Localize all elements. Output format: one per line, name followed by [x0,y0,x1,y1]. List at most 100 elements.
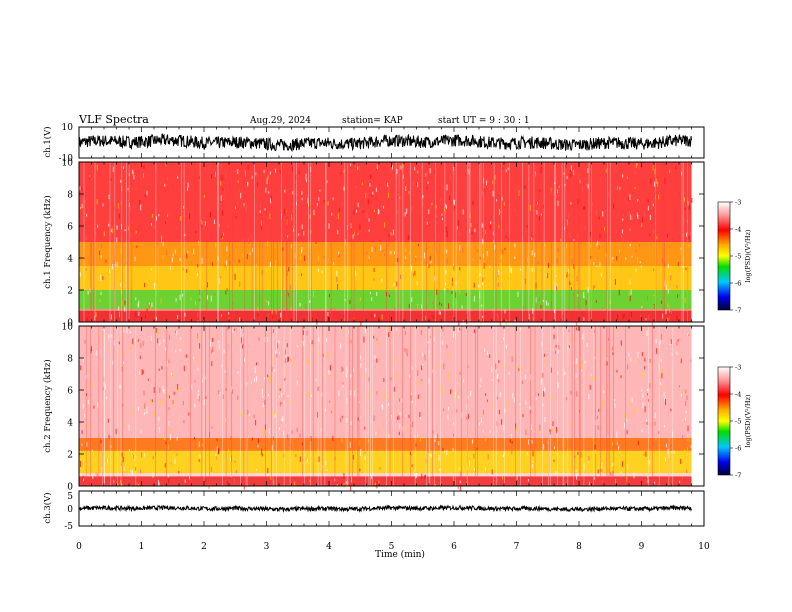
spectrogram-speck [144,194,146,197]
spectrogram-speck [179,430,180,434]
spectrogram-speck [498,269,500,276]
spectrogram-speck [274,369,276,372]
chart-title: VLF Spectra [78,113,149,126]
spectrogram-speck [570,202,572,205]
spectrogram-speck [350,340,352,344]
spectrogram-speck [653,304,655,309]
spectrogram-speck [131,220,133,225]
spectrogram-speck [291,244,292,249]
spectrogram-speck [223,189,225,193]
spectrogram-speck [664,178,666,184]
spectrogram-speck [309,485,311,491]
spectrogram-speck [214,219,215,225]
spectrogram-speck [305,179,307,183]
spectrogram-speck [242,344,244,349]
spectrogram-speck [257,306,259,312]
spectrogram-speck [629,228,631,232]
spectrogram-speck [328,223,330,229]
spectrogram-speck [159,427,161,433]
spectrogram-speck [156,240,158,246]
spectrogram-speck [466,416,468,420]
spectrogram-band [79,162,692,242]
spectrogram-speck [329,400,331,404]
spectrogram-speck [268,191,270,194]
spectrogram-speck [400,165,402,170]
spectrogram-speck [253,414,255,419]
spectrogram-speck [83,478,85,481]
spectrogram-speck [214,458,216,463]
spectrogram-speck [616,431,618,438]
spectrogram-speck [287,356,289,363]
spectrogram-speck [171,401,173,406]
spectrogram-speck [130,232,132,239]
spectrogram-speck [296,427,298,433]
spectrogram-speck [428,209,430,215]
spectrogram-speck [277,383,279,389]
spectrogram-speck [408,304,410,309]
spectrogram-speck [381,404,383,410]
spectrogram-speck [496,477,498,483]
spectrogram-speck [686,395,688,401]
spectrogram-speck [146,410,148,414]
spectrogram-speck [118,341,120,345]
spectrogram-speck [644,406,646,413]
ch2-spectrogram-image [79,325,704,492]
spectrogram-speck [460,471,462,477]
spectrogram-speck [399,398,401,402]
spectrogram-speck [484,230,486,234]
spectrogram-speck [370,174,372,179]
spectrogram-speck [261,226,263,230]
spectrogram-speck [350,374,352,378]
spectrogram-speck [571,258,573,265]
spectrogram-speck [510,265,512,268]
spectrogram-speck [469,460,471,467]
spectrogram-speck [412,272,414,277]
spectrogram-speck [575,372,577,378]
spectrogram-speck [654,481,656,486]
spectrogram-speck [300,255,302,261]
spectrogram-speck [690,232,692,236]
spectrogram-speck [367,405,369,410]
spectrogram-speck [381,249,383,252]
spectrogram-speck [210,212,211,218]
spectrogram-speck [390,232,392,236]
spectrogram-speck [257,313,259,317]
spectrogram-speck [629,243,631,247]
spectrogram-speck [81,203,83,209]
spectrogram-speck [364,456,366,460]
spectrogram-speck [373,267,375,273]
spectrogram-speck [344,239,346,246]
spectrogram-speck [680,393,682,398]
spectrogram-speck [576,391,578,397]
spectrogram-speck [343,314,345,318]
spectrogram-speck [417,394,419,399]
spectrogram-speck [261,388,263,395]
spectrogram-speck [614,168,616,173]
spectrogram-speck [519,402,521,406]
spectrogram-speck [377,208,379,215]
spectrogram-speck [612,352,614,355]
spectrogram-speck [172,253,174,257]
spectrogram-speck [357,417,359,421]
spectrogram-speck [437,363,439,367]
freq-ticklabel: 8 [67,191,73,201]
spectrogram-speck [285,354,287,358]
spectrogram-speck [388,331,390,337]
freq-ticklabel: 0 [67,319,73,329]
spectrogram-speck [417,182,419,188]
spectrogram-speck [624,422,625,429]
spectrogram-speck [112,263,114,270]
spectrogram-speck [503,202,505,206]
spectrogram-speck [427,263,429,267]
spectrogram-speck [292,191,294,195]
spectrogram-speck [100,255,102,259]
spectrogram-speck [639,261,641,264]
spectrogram-speck [107,418,109,423]
spectrogram-speck [151,399,153,403]
spectrogram-speck [140,469,142,474]
spectrogram-speck [474,468,475,471]
spectrogram-speck [373,464,375,469]
spectrogram-speck [682,265,684,268]
spectrogram-speck [474,228,476,233]
spectrogram-speck [216,446,218,453]
